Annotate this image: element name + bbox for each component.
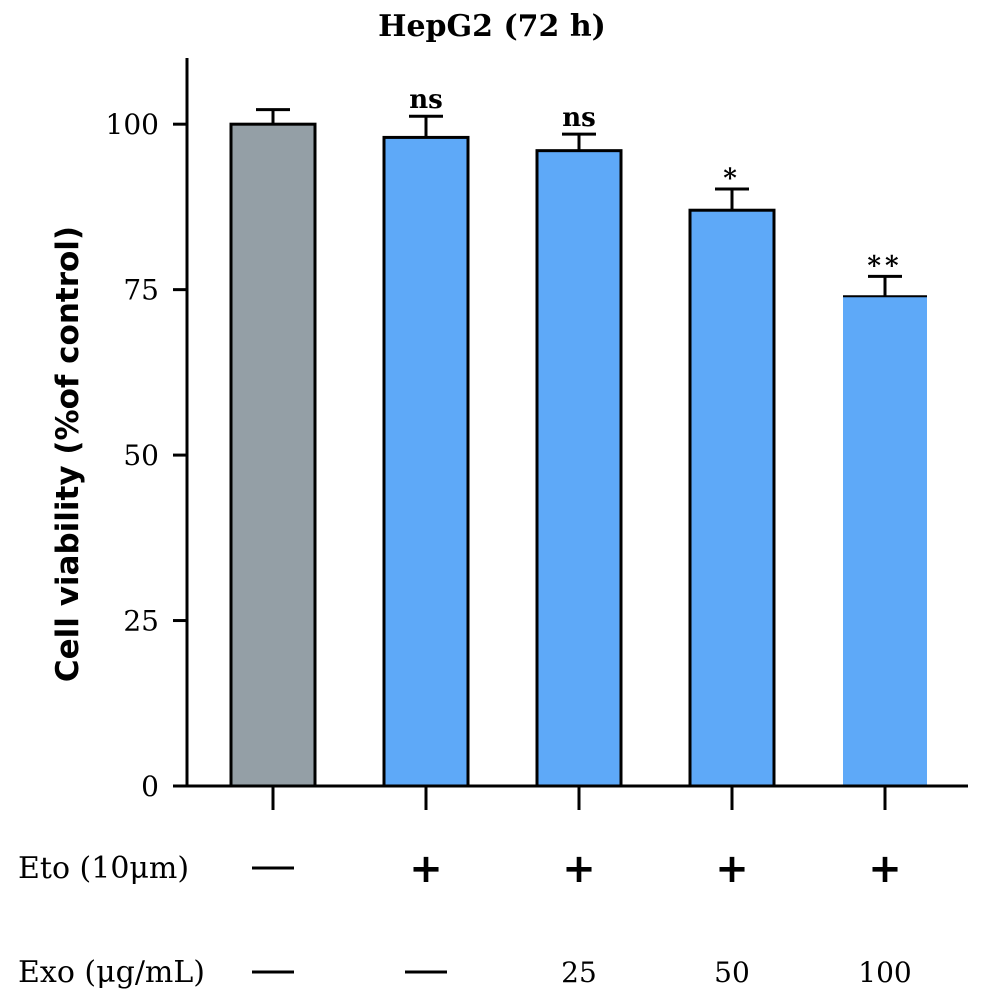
- y-tick-label: 0: [141, 770, 159, 803]
- plus-mark: +: [868, 846, 902, 892]
- dash-label: —: [412, 956, 440, 989]
- bar: [382, 135, 470, 788]
- eto-row-label: Eto (10μm): [18, 851, 189, 886]
- significance-label: *: [723, 164, 741, 194]
- significance-label: **: [867, 251, 902, 281]
- dose-label: 25: [561, 956, 597, 989]
- bar: [535, 149, 623, 788]
- y-tick-label: 25: [123, 605, 159, 638]
- plus-mark: +: [409, 846, 443, 892]
- dose-label: 100: [858, 956, 911, 989]
- significance-label: ns: [562, 103, 596, 133]
- exo-row-label: Exo (μg/mL): [18, 955, 205, 990]
- significance-label: ns: [409, 85, 443, 115]
- y-tick-label: 75: [123, 274, 159, 307]
- bar: [688, 208, 776, 788]
- dose-label: 50: [714, 956, 750, 989]
- bar: [843, 296, 927, 786]
- plus-mark: +: [715, 846, 749, 892]
- dash-label: —: [259, 852, 287, 885]
- dash-label: —: [259, 956, 287, 989]
- y-tick-label: 100: [106, 108, 159, 141]
- y-axis-label: Cell viability (%of control): [50, 226, 86, 682]
- chart-title: HepG2 (72 h): [378, 9, 606, 44]
- plus-mark: +: [562, 846, 596, 892]
- y-tick-label: 50: [123, 439, 159, 472]
- bar: [229, 122, 317, 788]
